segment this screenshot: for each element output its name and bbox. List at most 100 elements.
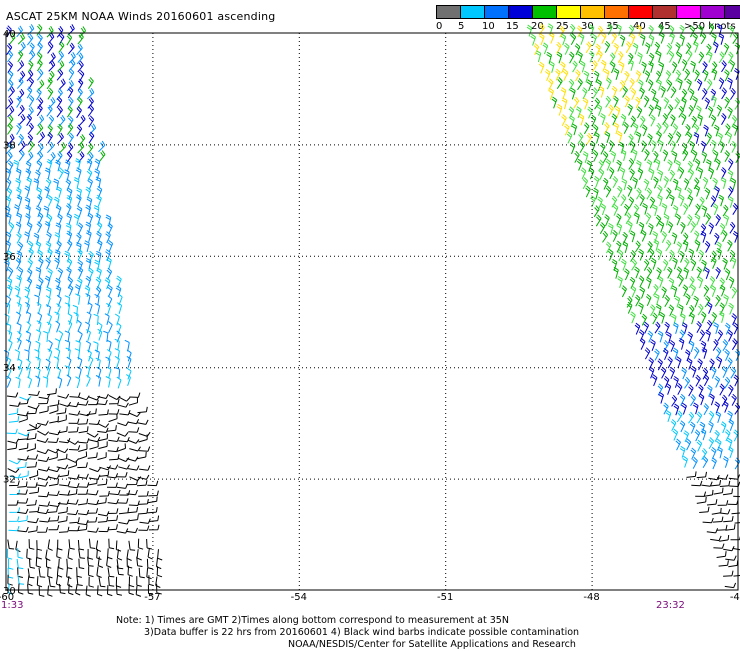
wind-barb (87, 159, 92, 170)
wind-barb (38, 467, 49, 471)
wind-barb (711, 257, 716, 268)
wind-barb (676, 357, 681, 368)
wind-barb (723, 456, 728, 467)
wind-barb (89, 132, 94, 143)
wind-barb (659, 62, 664, 73)
wind-barb (620, 35, 625, 46)
wind-barb (27, 462, 37, 468)
wind-barb (561, 34, 566, 45)
wind-barb (668, 222, 673, 233)
wind-barb (703, 70, 708, 81)
wind-barb (128, 419, 139, 424)
wind-barb (78, 489, 88, 494)
wind-barb (9, 517, 19, 522)
wind-barb (668, 160, 673, 171)
wind-barb (108, 240, 113, 251)
wind-barb (24, 232, 29, 243)
wind-barb (14, 160, 19, 171)
wind-barb (38, 132, 44, 143)
wind-barb (36, 376, 40, 387)
wind-barb (68, 321, 72, 332)
wind-barb (548, 79, 553, 90)
wind-barb (601, 204, 606, 215)
wind-barb (652, 141, 657, 152)
wind-barb (655, 349, 660, 360)
wind-barb (9, 508, 19, 513)
wind-barb (650, 305, 655, 316)
wind-barb (719, 78, 724, 89)
wind-barb (596, 44, 601, 55)
wind-barb (48, 507, 58, 513)
latitude-label: 34 (3, 363, 16, 374)
wind-barb (721, 177, 726, 188)
wind-barb (614, 96, 619, 107)
wind-barb (129, 393, 140, 398)
wind-barb (109, 409, 119, 414)
wind-barb (731, 367, 736, 378)
wind-barb (48, 475, 59, 479)
note-line-3: NOAA/NESDIS/Center for Satellite Applica… (288, 639, 576, 651)
wind-barb (669, 51, 674, 62)
wind-barb (557, 104, 562, 115)
wind-barb (147, 559, 152, 569)
wind-barb (666, 411, 671, 422)
wind-barb (115, 368, 120, 379)
wind-barb (88, 549, 93, 559)
wind-barb (711, 480, 721, 486)
wind-barb (87, 88, 93, 99)
wind-barb (699, 250, 704, 261)
wind-barb (557, 77, 562, 88)
wind-barb (28, 107, 34, 118)
wind-barb (617, 186, 622, 197)
wind-barb (39, 502, 50, 507)
wind-barb (109, 395, 120, 399)
wind-barb (707, 133, 712, 144)
wind-barb (707, 302, 712, 313)
wind-barb (68, 549, 73, 560)
wind-barb (137, 480, 147, 486)
wind-barb (654, 294, 659, 305)
wind-barb (34, 295, 39, 306)
wind-barb (28, 575, 33, 586)
wind-barb (680, 421, 685, 432)
wind-barb (14, 205, 19, 216)
wind-barb (29, 391, 40, 396)
wind-barb (707, 79, 712, 90)
wind-barb (732, 508, 740, 514)
wind-barb (78, 419, 88, 424)
wind-barb (89, 566, 94, 576)
wind-barb (47, 78, 52, 89)
wind-barb (689, 249, 694, 260)
wind-barb (701, 33, 706, 44)
wind-barb (45, 187, 50, 198)
wind-barb (702, 348, 707, 359)
wind-barb (735, 517, 740, 523)
wind-barb (665, 322, 670, 333)
wind-barb (673, 124, 678, 135)
wind-barb (8, 559, 13, 569)
wind-barb (78, 482, 89, 487)
wind-barb (19, 584, 24, 595)
wind-barb (49, 467, 60, 471)
wind-barb (87, 312, 91, 323)
wind-barb (49, 525, 59, 530)
wind-barb (635, 323, 640, 334)
wind-barb (720, 384, 725, 395)
wind-barb (710, 394, 715, 405)
wind-barb (78, 33, 84, 44)
wind-barb (67, 106, 72, 117)
wind-barb (67, 267, 72, 278)
wind-barb (68, 475, 79, 480)
wind-barb (679, 167, 684, 178)
wind-barb (99, 410, 109, 416)
wind-barb (138, 491, 148, 496)
wind-barb (8, 123, 13, 134)
wind-barb (129, 501, 140, 506)
wind-barb (87, 350, 91, 361)
wind-barb (68, 43, 74, 54)
wind-barb (714, 125, 719, 136)
wind-barb (138, 499, 148, 504)
wind-barb (720, 481, 730, 487)
wind-barb (584, 123, 589, 134)
wind-barb (139, 432, 150, 436)
